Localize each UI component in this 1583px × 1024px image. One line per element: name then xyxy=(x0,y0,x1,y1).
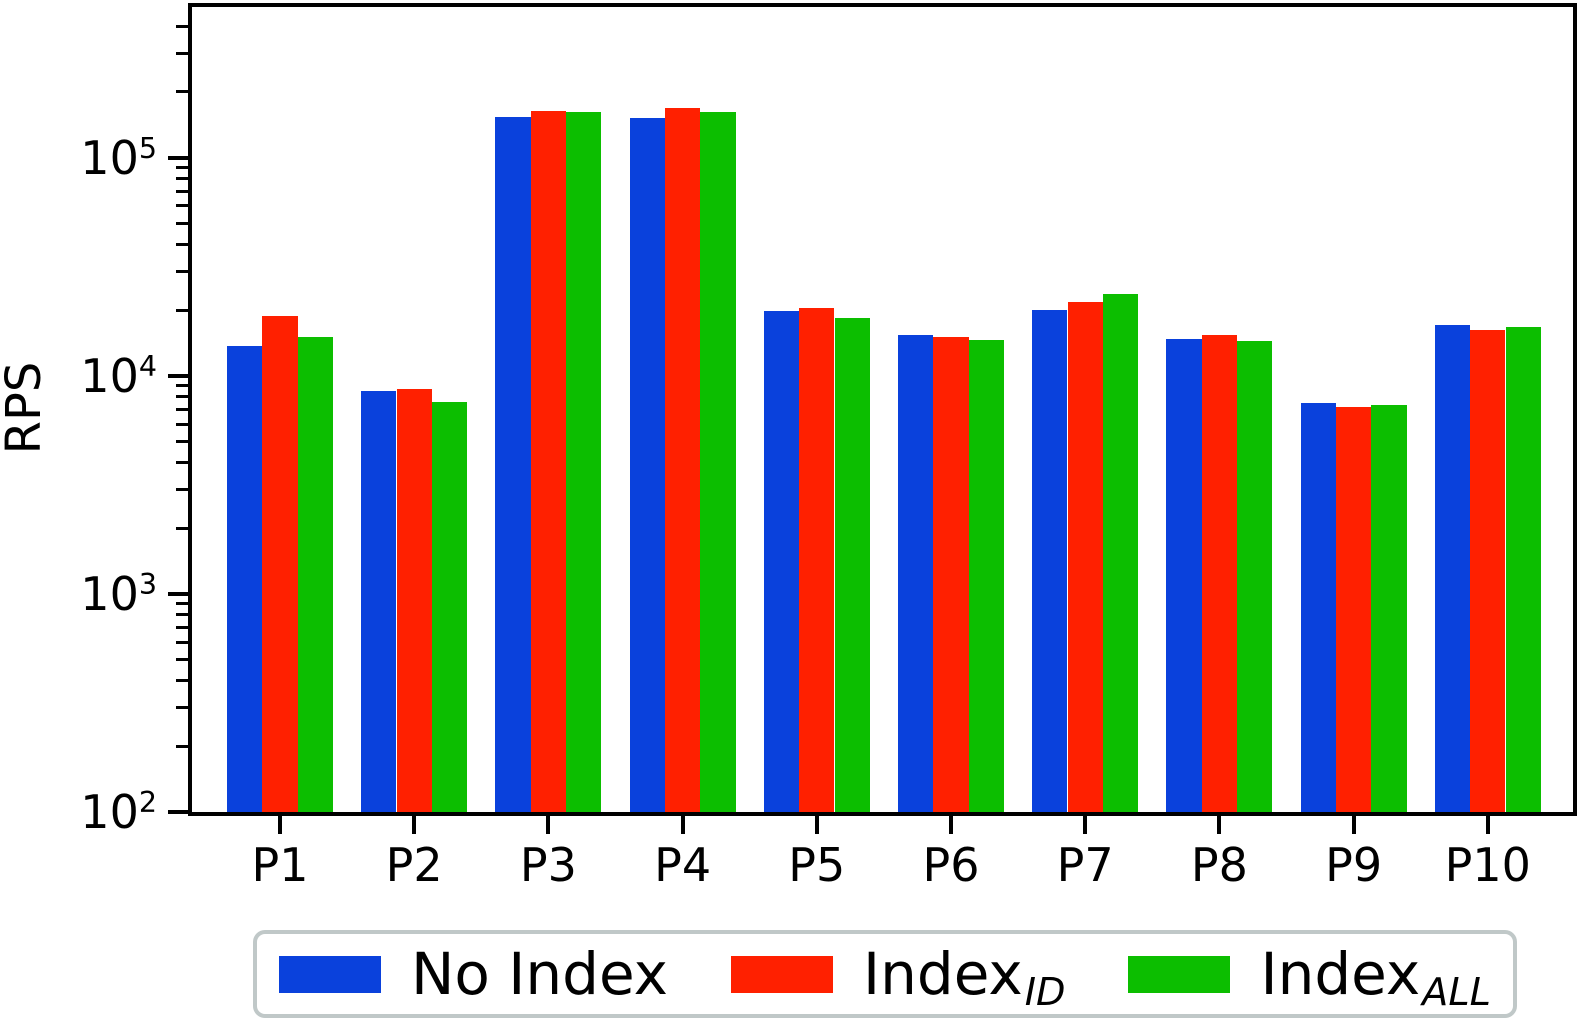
plot-inner xyxy=(168,7,1573,834)
legend-item-index_id: IndexID xyxy=(731,940,1066,1015)
y-minor-tick xyxy=(176,384,188,388)
y-tick-label-10e3: 103 xyxy=(80,566,157,621)
y-minor-tick xyxy=(176,90,188,94)
x-tick-p5 xyxy=(814,816,819,834)
x-tick-p9 xyxy=(1351,816,1356,834)
bar-no-index-p6 xyxy=(897,335,934,812)
bar-no-index-p5 xyxy=(763,311,800,812)
bar-index_id-p5 xyxy=(799,308,835,812)
bar-index_all-p4 xyxy=(700,111,736,812)
x-tick-p1 xyxy=(278,816,282,834)
bar-no-index-p2 xyxy=(361,391,397,812)
y-minor-tick xyxy=(176,626,188,630)
y-minor-tick xyxy=(176,204,188,208)
bar-index_id-p2 xyxy=(396,388,432,812)
bar-index_all-p3 xyxy=(566,112,602,812)
bar-no-index-p7 xyxy=(1032,309,1068,812)
x-tick-label-p8: P8 xyxy=(1190,838,1248,892)
y-minor-tick xyxy=(176,679,188,683)
legend-label-index_all: IndexALL xyxy=(1260,940,1491,1015)
x-tick-p6 xyxy=(949,816,953,834)
legend: No Index IndexID IndexALL xyxy=(253,930,1517,1018)
bar-no-index-p8 xyxy=(1166,339,1202,812)
bar-index_id-p10 xyxy=(1470,330,1506,812)
y-minor-tick xyxy=(176,640,188,644)
y-minor-tick xyxy=(176,177,188,181)
x-tick-label-p4: P4 xyxy=(654,838,712,892)
x-tick-label-p5: P5 xyxy=(788,838,846,892)
bar-index_all-p9 xyxy=(1371,404,1407,812)
x-tick-p10 xyxy=(1485,816,1490,834)
y-major-tick-10e4 xyxy=(168,373,188,378)
bar-index_id-p4 xyxy=(664,108,701,812)
y-minor-tick xyxy=(176,51,188,55)
x-tick-label-p2: P2 xyxy=(385,838,443,892)
y-minor-tick xyxy=(176,613,188,617)
y-major-tick-10e5 xyxy=(168,155,188,160)
y-minor-tick xyxy=(176,24,188,28)
y-major-tick-10e2 xyxy=(168,810,188,814)
y-minor-tick xyxy=(176,439,188,443)
bar-no-index-p10 xyxy=(1434,324,1471,812)
legend-item-index_all: IndexALL xyxy=(1128,940,1491,1015)
y-minor-tick xyxy=(176,395,188,399)
plot-area xyxy=(168,3,1577,834)
y-minor-tick xyxy=(176,744,188,748)
y-minor-tick xyxy=(176,602,188,606)
y-tick-label-10e2: 102 xyxy=(80,785,157,839)
bar-index_all-p1 xyxy=(297,336,334,812)
y-major-tick-10e3 xyxy=(168,591,188,596)
y-minor-tick xyxy=(176,308,188,312)
x-tick-label-p3: P3 xyxy=(519,838,577,892)
y-minor-tick xyxy=(176,422,188,426)
y-minor-tick xyxy=(176,189,188,193)
x-tick-label-p10: P10 xyxy=(1444,838,1531,892)
bar-index_all-p7 xyxy=(1102,293,1139,812)
y-minor-tick xyxy=(176,658,188,662)
bar-index_id-p7 xyxy=(1067,302,1103,812)
x-tick-p2 xyxy=(412,816,417,834)
y-minor-tick xyxy=(176,526,188,530)
bar-no-index-p1 xyxy=(226,345,263,812)
legend-label-no-index: No Index xyxy=(411,940,668,1008)
x-tick-label-p7: P7 xyxy=(1056,838,1114,892)
x-tick-label-p6: P6 xyxy=(922,838,980,892)
legend-swatch-index_all xyxy=(1128,955,1231,993)
bar-index_all-p2 xyxy=(431,401,468,812)
legend-label-index_id: IndexID xyxy=(863,940,1066,1015)
y-minor-tick xyxy=(176,488,188,492)
y-minor-tick xyxy=(176,166,188,170)
bar-index_all-p10 xyxy=(1505,326,1541,812)
bar-index_id-p8 xyxy=(1201,334,1238,812)
x-tick-label-p9: P9 xyxy=(1325,838,1383,892)
y-minor-tick xyxy=(176,270,188,274)
legend-swatch-no-index xyxy=(279,955,381,993)
bar-no-index-p3 xyxy=(495,116,531,812)
y-tick-label-10e4: 104 xyxy=(80,348,157,403)
bar-index_id-p9 xyxy=(1335,406,1372,812)
bar-index_id-p6 xyxy=(933,336,969,812)
y-minor-tick xyxy=(176,242,188,246)
legend-item-no-index: No Index xyxy=(279,945,668,1003)
x-tick-p3 xyxy=(546,816,551,834)
x-tick-p8 xyxy=(1217,816,1222,834)
y-minor-tick xyxy=(176,221,188,225)
bar-index_id-p3 xyxy=(530,110,567,812)
y-minor-tick xyxy=(176,461,188,465)
y-tick-label-10e5: 105 xyxy=(80,130,157,185)
bar-no-index-p4 xyxy=(629,117,665,812)
bar-index_all-p8 xyxy=(1237,340,1273,812)
x-tick-p4 xyxy=(680,816,685,834)
bar-index_all-p6 xyxy=(968,339,1005,812)
bar-index_id-p1 xyxy=(262,315,298,812)
legend-swatch-index_id xyxy=(731,955,834,993)
bar-index_all-p5 xyxy=(834,318,870,812)
x-tick-label-p1: P1 xyxy=(251,838,309,892)
y-minor-tick xyxy=(176,408,188,411)
y-minor-tick xyxy=(176,706,188,710)
bar-no-index-p9 xyxy=(1300,402,1336,812)
x-tick-p7 xyxy=(1083,816,1088,834)
